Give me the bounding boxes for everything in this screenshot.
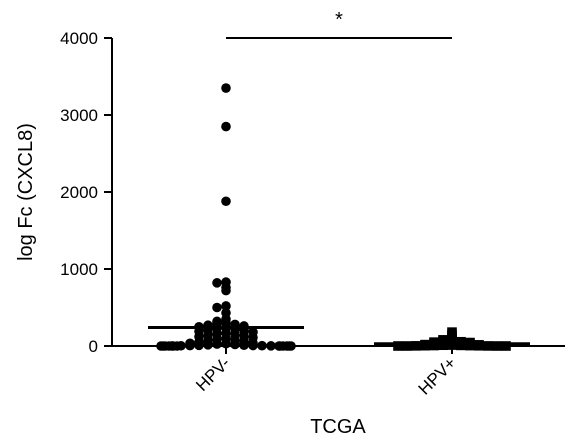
data-point-hpv-negative (286, 341, 296, 351)
data-point-hpv-negative (185, 340, 195, 351)
data-point-hpv-positive (429, 340, 439, 351)
y-tick-label: 1000 (60, 260, 98, 279)
x-axis-title: TCGA (310, 416, 366, 438)
data-point-hpv-negative (239, 340, 249, 351)
data-point-hpv-negative (221, 301, 231, 311)
data-point-hpv-positive (393, 341, 403, 351)
data-point-hpv-negative (221, 121, 231, 132)
data-point-hpv-negative (212, 339, 222, 349)
y-axis-title: log Fc (CXCL8) (15, 123, 37, 261)
x-tick-label: HPV- (192, 353, 233, 394)
data-point-hpv-negative (160, 341, 170, 351)
data-point-hpv-positive (456, 340, 466, 351)
data-point-hpv-negative (221, 83, 231, 93)
data-point-hpv-negative (266, 341, 276, 351)
data-point-hpv-positive (402, 341, 412, 351)
data-point-hpv-positive (411, 341, 421, 351)
data-point-hpv-negative (221, 338, 231, 349)
data-point-hpv-negative (221, 196, 231, 207)
marks-layer (148, 83, 530, 351)
data-point-hpv-negative (230, 339, 240, 350)
y-tick-label: 3000 (60, 106, 98, 125)
data-point-hpv-positive (438, 340, 448, 351)
y-tick-label: 4000 (60, 29, 98, 48)
data-point-hpv-negative (212, 278, 222, 288)
y-tick-label: 2000 (60, 183, 98, 202)
axes-layer (104, 37, 565, 354)
labels-layer: 0 1000 2000 3000 4000 HPV- HPV+ log Fc (CXCL8) T… (15, 9, 460, 438)
y-tick-label: 0 (89, 337, 98, 356)
data-point-hpv-negative (257, 340, 267, 351)
data-point-hpv-negative (203, 340, 213, 350)
significance-label: * (335, 9, 343, 31)
data-point-hpv-negative (248, 340, 258, 351)
data-point-hpv-negative (278, 341, 288, 351)
data-point-hpv-negative (194, 340, 204, 351)
data-point-hpv-positive (420, 340, 430, 351)
data-point-hpv-positive (474, 340, 484, 351)
data-point-hpv-positive (492, 341, 502, 351)
data-point-hpv-negative (168, 341, 178, 351)
data-point-hpv-negative (212, 302, 222, 313)
x-tick-label: HPV+ (415, 353, 460, 398)
data-point-hpv-positive (483, 341, 493, 351)
data-point-hpv-negative (221, 285, 231, 296)
data-point-hpv-positive (501, 341, 511, 351)
data-point-hpv-positive (465, 340, 475, 351)
